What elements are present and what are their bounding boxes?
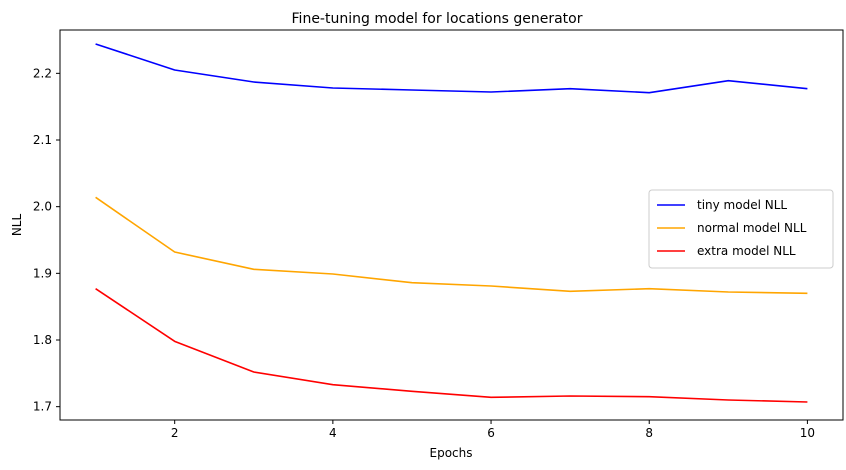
chart-title: Fine-tuning model for locations generato… <box>292 11 583 27</box>
legend-label-normal: normal model NLL <box>697 221 807 235</box>
series-layer <box>95 43 808 403</box>
legend-label-extra: extra model NLL <box>697 244 796 258</box>
x-tick-label: 2 <box>171 426 179 440</box>
legend-label-tiny: tiny model NLL <box>697 198 787 212</box>
x-tick-label: 10 <box>800 426 815 440</box>
y-tick-label: 1.7 <box>33 400 52 414</box>
y-tick-label: 2.0 <box>33 200 52 214</box>
legend: tiny model NLL normal model NLL extra mode… <box>648 189 834 269</box>
x-tick-label: 6 <box>487 426 495 440</box>
x-tick-label: 8 <box>645 426 653 440</box>
y-axis-label: NLL <box>10 214 24 237</box>
y-tick-label: 1.9 <box>33 266 52 280</box>
y-tick-label: 2.2 <box>33 66 52 80</box>
legend-box <box>648 189 834 269</box>
y-tick-label: 2.1 <box>33 133 52 147</box>
x-tick-label: 4 <box>329 426 337 440</box>
axes-layer: 2 4 6 8 10 1.7 1.8 1.9 2.0 2.1 2.2 <box>33 66 815 440</box>
series-line-tiny <box>95 43 808 94</box>
x-axis-label: Epochs <box>430 446 473 460</box>
plot-frame <box>59 29 844 421</box>
y-tick-label: 1.8 <box>33 333 52 347</box>
series-line-normal <box>95 196 808 295</box>
series-line-extra <box>95 288 808 403</box>
